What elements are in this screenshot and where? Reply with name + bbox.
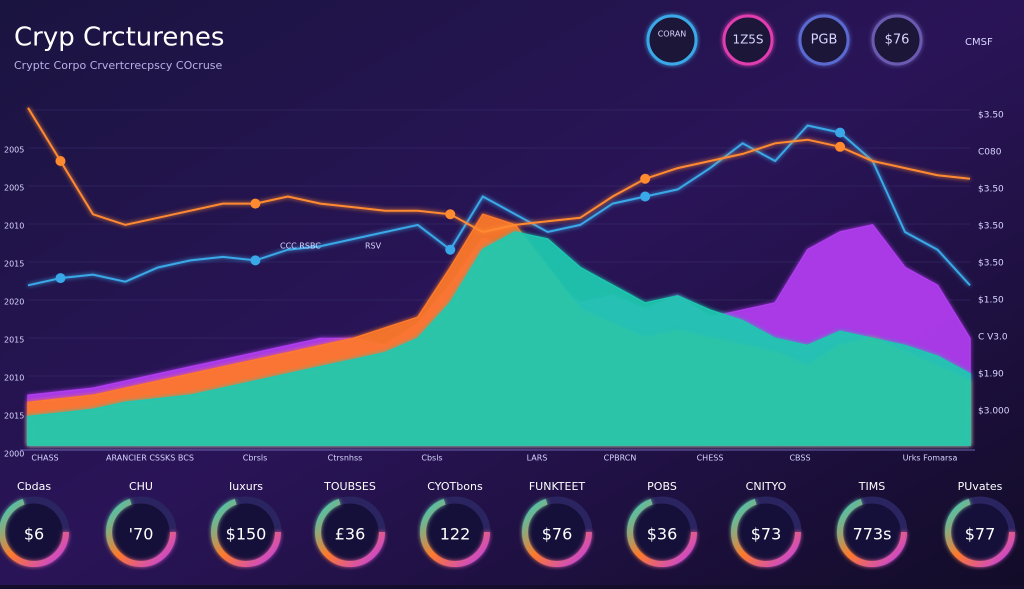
left-label: 2020 xyxy=(4,298,24,307)
gauge-value: £36 xyxy=(335,525,366,544)
right-label: $3.50 xyxy=(978,185,1004,195)
x-label: CPBRCN xyxy=(604,454,637,463)
badge-text: 1Z5S xyxy=(732,33,763,47)
left-label: 2000 xyxy=(4,450,24,459)
gauge-value: 773s xyxy=(853,525,892,544)
note: RSV xyxy=(365,242,382,251)
gauge-ring xyxy=(0,497,69,567)
gauges: Cbdas $6 CHU '70 Iuxurs $150 TOUBSES £36 CYOTbon… xyxy=(0,480,1016,568)
gauge-value: $36 xyxy=(647,525,678,544)
x-label: Urks Fomarsa xyxy=(903,454,958,463)
title: Cryp Crcturenes xyxy=(14,23,224,53)
gauge-ring xyxy=(945,497,1015,567)
gauge-label: CYOTbons xyxy=(427,480,483,493)
point xyxy=(835,141,846,152)
left-label: 2010 xyxy=(4,374,24,383)
note: CCC RSBC xyxy=(280,242,321,251)
x-label: CBSS xyxy=(789,454,810,463)
right-label: $3.50 xyxy=(978,259,1004,269)
point xyxy=(445,244,456,255)
gauge-ring xyxy=(211,497,281,567)
badges: CORAN 1Z5S PGB $76 CMSF xyxy=(646,14,993,66)
gauge-label: Iuxurs xyxy=(229,480,263,493)
gauge-value: $76 xyxy=(542,525,573,544)
left-label: 2015 xyxy=(4,412,24,421)
plot: 2005 2005 2010 2015 2020 2015 2010 2015 2000 $3.5… xyxy=(4,107,1010,463)
gauge-value: $77 xyxy=(965,525,996,544)
point xyxy=(250,255,261,266)
gauge-ring xyxy=(522,497,592,567)
badge-ring xyxy=(646,14,698,66)
gauge-label: POBS xyxy=(647,480,677,493)
gauge-label: CHU xyxy=(129,480,153,493)
x-label: ARANCIER CSSKS BCS xyxy=(106,454,194,463)
x-label: Ctrsnhss xyxy=(328,454,363,463)
badge-text: CMSF xyxy=(965,37,993,48)
gauge-value: 122 xyxy=(440,525,471,544)
left-label: 2005 xyxy=(4,146,24,155)
gauge-label: TOUBSES xyxy=(323,480,376,493)
badge-text: $76 xyxy=(885,33,910,48)
badge-text: PGB xyxy=(811,33,838,48)
gauge-value: $6 xyxy=(24,525,44,544)
point xyxy=(640,191,651,202)
x-label: CHASS xyxy=(31,454,58,463)
gauge-label: CNITYO xyxy=(746,480,787,493)
point xyxy=(445,209,456,220)
gauge-ring xyxy=(731,497,801,567)
badge-ring xyxy=(722,14,774,66)
point xyxy=(250,198,261,209)
x-label: LARS xyxy=(527,454,548,463)
line xyxy=(27,124,971,287)
right-label: $3.50 xyxy=(978,111,1004,121)
gauge-ring xyxy=(627,497,697,567)
left-label: 2015 xyxy=(4,260,24,269)
badge-text: CORAN xyxy=(658,30,687,39)
x-label: Cbrsls xyxy=(243,454,268,463)
point xyxy=(55,273,66,284)
gauge-ring xyxy=(315,497,385,567)
badge-ring xyxy=(798,14,850,66)
right-label: C V3.0 xyxy=(978,333,1008,343)
gauge-value: $73 xyxy=(751,525,782,544)
gauge-ring xyxy=(106,497,176,567)
x-label: Cbsls xyxy=(421,454,442,463)
gauge-value: '70 xyxy=(129,525,154,544)
gauge-value: $150 xyxy=(226,525,267,544)
gauge-label: PUvates xyxy=(958,480,1003,493)
right-label: $3.000 xyxy=(978,407,1010,417)
left-label: 2010 xyxy=(4,222,24,231)
badge-ring xyxy=(871,14,923,66)
area xyxy=(27,231,971,446)
gauge-label: TIMS xyxy=(858,480,885,493)
point xyxy=(835,127,846,138)
left-label: 2015 xyxy=(4,336,24,345)
left-label: 2005 xyxy=(4,184,24,193)
subtitle: Cryptc Corpo Crvertcrecpscy COcruse xyxy=(14,59,223,72)
right-label: $1.90 xyxy=(978,370,1004,380)
gauge-label: Cbdas xyxy=(17,480,51,493)
gauge-label: FUNKTEET xyxy=(529,480,586,493)
right-label: $1.50 xyxy=(978,296,1004,306)
x-label: CHESS xyxy=(697,454,724,463)
point xyxy=(640,173,651,184)
right-label: C080 xyxy=(978,148,1002,158)
gauge-ring xyxy=(837,497,907,567)
gauge-ring xyxy=(420,497,490,567)
right-label: $3.50 xyxy=(978,222,1004,232)
line xyxy=(27,107,971,234)
point xyxy=(55,156,66,166)
